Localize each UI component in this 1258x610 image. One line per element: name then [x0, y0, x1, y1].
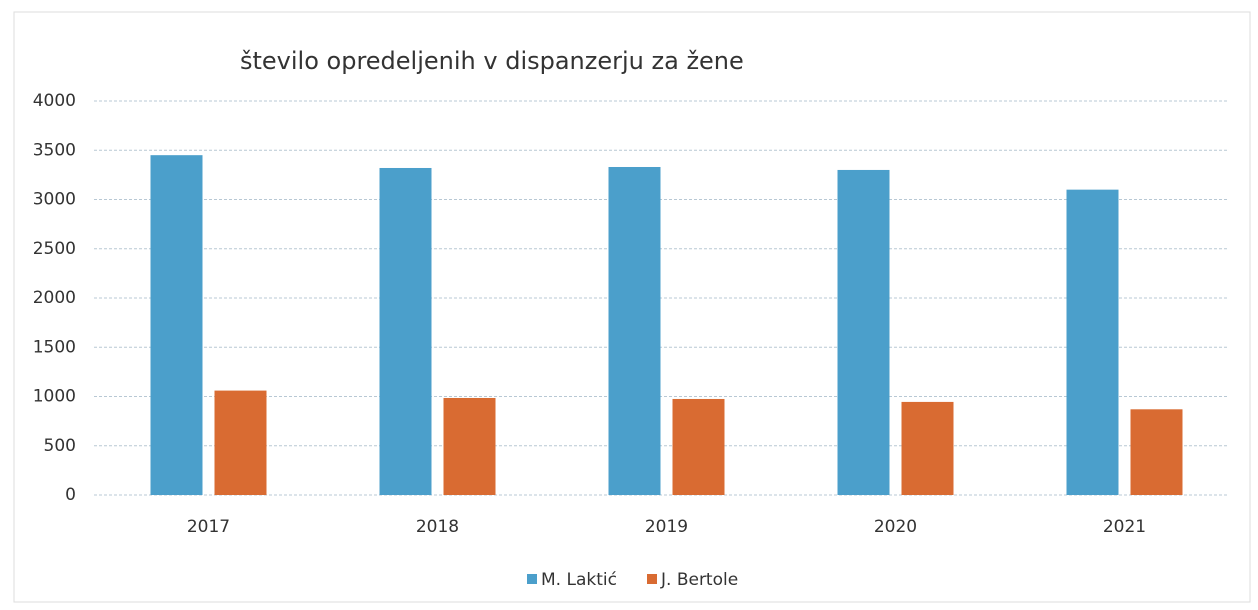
- y-tick-label: 3000: [33, 190, 76, 210]
- legend-swatch: [647, 574, 657, 584]
- y-tick-label: 0: [65, 485, 76, 505]
- y-tick-label: 2500: [33, 239, 76, 259]
- bar: [1130, 409, 1183, 495]
- chart-border: [13, 11, 1251, 603]
- legend-label: M. Laktić: [541, 570, 617, 590]
- x-tick-label: 2018: [416, 517, 459, 537]
- y-tick-label: 2000: [33, 288, 76, 308]
- bar: [379, 167, 432, 496]
- x-tick-label: 2020: [874, 517, 917, 537]
- bar: [150, 155, 203, 496]
- y-tick-label: 500: [44, 436, 76, 456]
- bar: [214, 390, 267, 495]
- x-tick-label: 2019: [645, 517, 688, 537]
- x-tick-label: 2017: [187, 517, 230, 537]
- y-tick-label: 1000: [33, 387, 76, 407]
- y-tick-label: 1500: [33, 337, 76, 357]
- legend-label: J. Bertole: [660, 570, 738, 590]
- y-tick-label: 4000: [33, 91, 76, 111]
- legend-swatch: [527, 574, 537, 584]
- bar: [672, 398, 725, 495]
- bar: [443, 397, 496, 495]
- chart-title: število opredeljenih v dispanzerju za že…: [240, 47, 744, 75]
- bar: [608, 166, 661, 495]
- y-tick-label: 3500: [33, 140, 76, 160]
- bar: [1066, 189, 1119, 495]
- bar: [837, 169, 890, 495]
- bar: [901, 401, 954, 495]
- x-tick-label: 2021: [1103, 517, 1146, 537]
